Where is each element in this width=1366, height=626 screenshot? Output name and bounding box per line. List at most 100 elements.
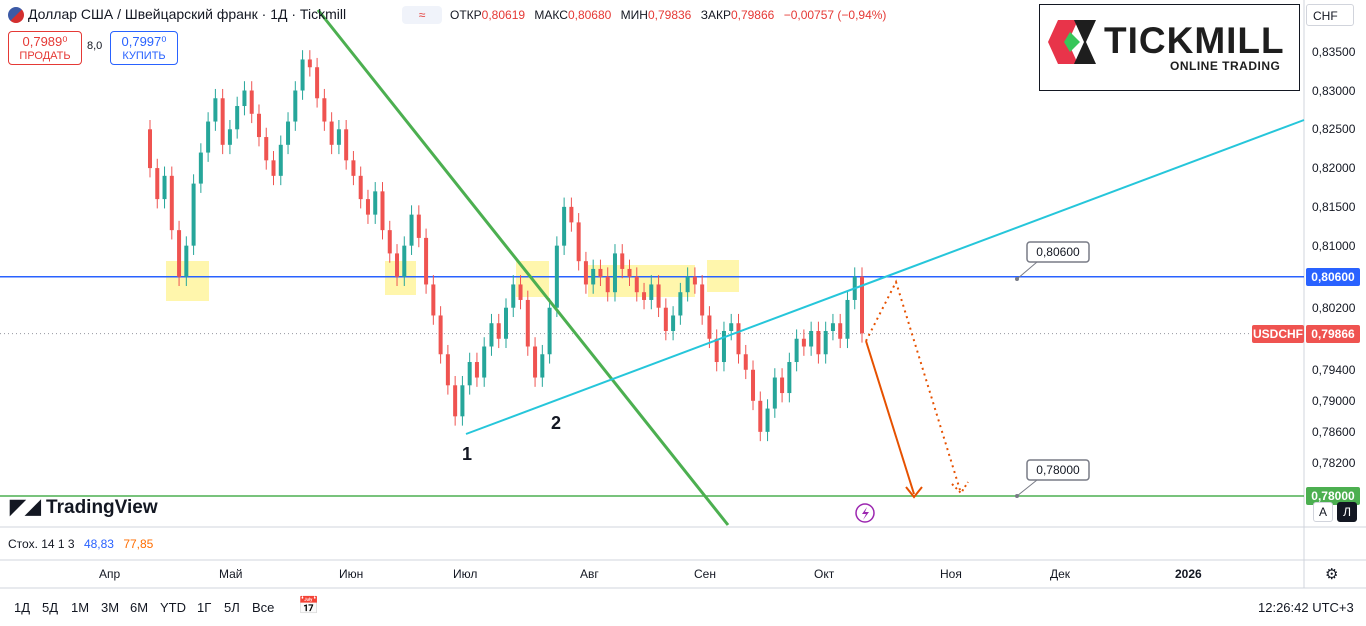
candle-body bbox=[562, 206, 567, 246]
candle bbox=[286, 112, 291, 155]
candle bbox=[344, 119, 349, 170]
candle-body bbox=[235, 106, 240, 130]
candle-body bbox=[453, 385, 458, 417]
candle-body bbox=[438, 315, 443, 355]
callout-lower-leader bbox=[1016, 479, 1038, 497]
candle-body bbox=[678, 292, 683, 316]
candle bbox=[591, 259, 596, 294]
candle bbox=[177, 220, 182, 286]
candle-body bbox=[191, 183, 196, 246]
candle bbox=[242, 81, 247, 116]
candle-body bbox=[685, 276, 690, 293]
candle-body bbox=[256, 113, 261, 138]
candle-body bbox=[467, 362, 472, 386]
timeframe-button[interactable]: 5Д bbox=[42, 600, 59, 615]
candle bbox=[598, 259, 603, 286]
stochastic-legend[interactable]: Стох. 14 1 3 48,83 77,85 bbox=[8, 537, 153, 551]
settings-gear-icon[interactable]: ⚙ bbox=[1325, 566, 1339, 583]
candle-body bbox=[649, 284, 654, 300]
candle-body bbox=[431, 284, 436, 316]
candle-body bbox=[373, 191, 378, 215]
tradingview-logo[interactable]: ◤◢ TradingView bbox=[10, 494, 158, 519]
symbol-price-tag: USDCHF bbox=[1252, 324, 1304, 343]
candle bbox=[525, 290, 530, 356]
auto-scale-button[interactable]: A bbox=[1313, 502, 1333, 522]
candle-body bbox=[424, 237, 429, 285]
candle bbox=[860, 267, 864, 343]
candle bbox=[235, 96, 240, 139]
candle-body bbox=[794, 338, 799, 363]
sell-price: 0,7989⁰ bbox=[22, 34, 68, 49]
currency-select[interactable]: CHF bbox=[1306, 4, 1354, 26]
last-price-tag: 0,79866 bbox=[1306, 324, 1360, 343]
ohlc-high-value: 0,80680 bbox=[567, 8, 612, 22]
candle bbox=[416, 205, 421, 248]
candle-body bbox=[322, 98, 327, 122]
candle-body bbox=[642, 292, 647, 300]
sell-button[interactable]: 0,7989⁰ ПРОДАТЬ bbox=[8, 31, 82, 65]
candle-body bbox=[700, 284, 705, 316]
candle bbox=[482, 337, 487, 387]
candles-group bbox=[148, 50, 864, 442]
candle-body bbox=[198, 152, 203, 184]
ohlc-low-value: 0,79836 bbox=[647, 8, 692, 22]
buy-button[interactable]: 0,7997⁰ КУПИТЬ bbox=[110, 31, 178, 65]
candle bbox=[227, 119, 232, 155]
timeframe-button[interactable]: 6М bbox=[130, 600, 149, 615]
timeframe-button[interactable]: 1М bbox=[71, 600, 90, 615]
candle bbox=[431, 275, 436, 325]
candle-body bbox=[801, 338, 806, 347]
candle bbox=[540, 344, 545, 387]
indicator-toggle-icon[interactable]: ≈ bbox=[402, 6, 442, 24]
candle-body bbox=[518, 284, 523, 300]
timeframe-button[interactable]: YTD bbox=[160, 600, 186, 615]
date-range-calendar-icon[interactable]: 📅 bbox=[298, 596, 320, 615]
timeframe-button[interactable]: 3М bbox=[101, 600, 120, 615]
candle-body bbox=[504, 307, 508, 339]
candle bbox=[504, 298, 508, 349]
candle-body bbox=[184, 245, 189, 277]
candle-body bbox=[286, 121, 291, 145]
candle bbox=[351, 151, 356, 186]
candle-body bbox=[612, 253, 617, 293]
candle-body bbox=[496, 323, 501, 339]
projection-arrowhead-solid bbox=[905, 486, 923, 499]
clock[interactable]: 12:26:42 UTC+3 bbox=[1258, 600, 1354, 615]
timeframe-button[interactable]: 1Д bbox=[14, 600, 31, 615]
candle-body bbox=[787, 362, 792, 394]
candle bbox=[271, 151, 276, 186]
candle bbox=[809, 321, 814, 356]
candle-body bbox=[148, 129, 152, 169]
timeframe-button[interactable]: Все bbox=[252, 600, 275, 615]
candle bbox=[569, 197, 574, 232]
callout-lower-anchor bbox=[1015, 494, 1019, 498]
candle-body bbox=[249, 90, 254, 114]
stochastic-d-value: 77,85 bbox=[123, 537, 154, 551]
level-price-tag: 0,80600 bbox=[1306, 267, 1360, 286]
candle bbox=[511, 275, 516, 318]
time-tick-label: Май bbox=[219, 567, 243, 581]
candle-body bbox=[380, 191, 385, 231]
candle-body bbox=[525, 299, 530, 347]
candle bbox=[424, 228, 429, 294]
price-tick-label: 0,81000 bbox=[1312, 238, 1356, 253]
candle bbox=[206, 112, 211, 162]
ohlc-open-value: 0,80619 bbox=[481, 8, 526, 22]
candle-body bbox=[482, 346, 487, 378]
candle-body bbox=[329, 121, 334, 145]
candle-body bbox=[474, 362, 479, 378]
log-scale-button[interactable]: Л bbox=[1337, 502, 1357, 522]
candle bbox=[438, 306, 443, 364]
candle-body bbox=[213, 98, 218, 122]
timeframe-button[interactable]: 5Л bbox=[224, 600, 240, 615]
candle-body bbox=[365, 199, 370, 215]
symbol-title[interactable]: Доллар США / Швейцарский франк · 1Д · Ti… bbox=[28, 6, 347, 22]
tickmill-mark-icon bbox=[1048, 20, 1096, 64]
candle-body bbox=[838, 323, 843, 339]
ohlc-readout: ОТКР0,80619 МАКС0,80680 МИН0,79836 ЗАКР0… bbox=[450, 8, 892, 22]
timeframe-button[interactable]: 1Г bbox=[197, 600, 212, 615]
time-tick-label: Сен bbox=[694, 567, 716, 581]
candle bbox=[656, 275, 661, 318]
time-tick-label: Окт bbox=[814, 567, 835, 581]
